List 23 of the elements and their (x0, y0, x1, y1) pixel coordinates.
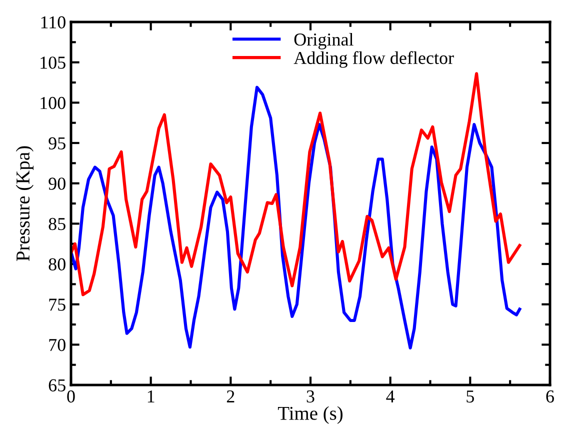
y-tick-label: 75 (49, 298, 66, 311)
y-tick-label: 95 (48, 137, 66, 150)
y-tick-label: 65 (48, 379, 66, 392)
y-axis-title: Pressure (Kpa) (16, 146, 34, 261)
x-tick-label: 3 (306, 390, 314, 403)
x-tick-label: 4 (386, 390, 395, 402)
x-axis-title: Time (s) (278, 406, 343, 424)
x-tick-label: 5 (466, 390, 474, 403)
legend-label: Original (294, 32, 354, 50)
y-tick-label: 80 (48, 258, 66, 270)
line-series (71, 72, 522, 296)
x-tick-label: 2 (226, 390, 234, 402)
y-tick-label: 105 (40, 56, 66, 69)
x-tick-label: 0 (67, 390, 75, 403)
y-tick-label: 110 (41, 16, 66, 28)
legend-label: Adding flow deflector (294, 51, 454, 68)
y-tick-label: 85 (48, 218, 66, 230)
x-tick-label: 1 (148, 390, 154, 402)
y-tick-label: 70 (49, 338, 66, 352)
y-tick-label: 90 (48, 178, 66, 190)
x-tick-label: 6 (546, 390, 554, 403)
line-series (71, 86, 522, 350)
y-tick-label: 100 (40, 96, 66, 110)
